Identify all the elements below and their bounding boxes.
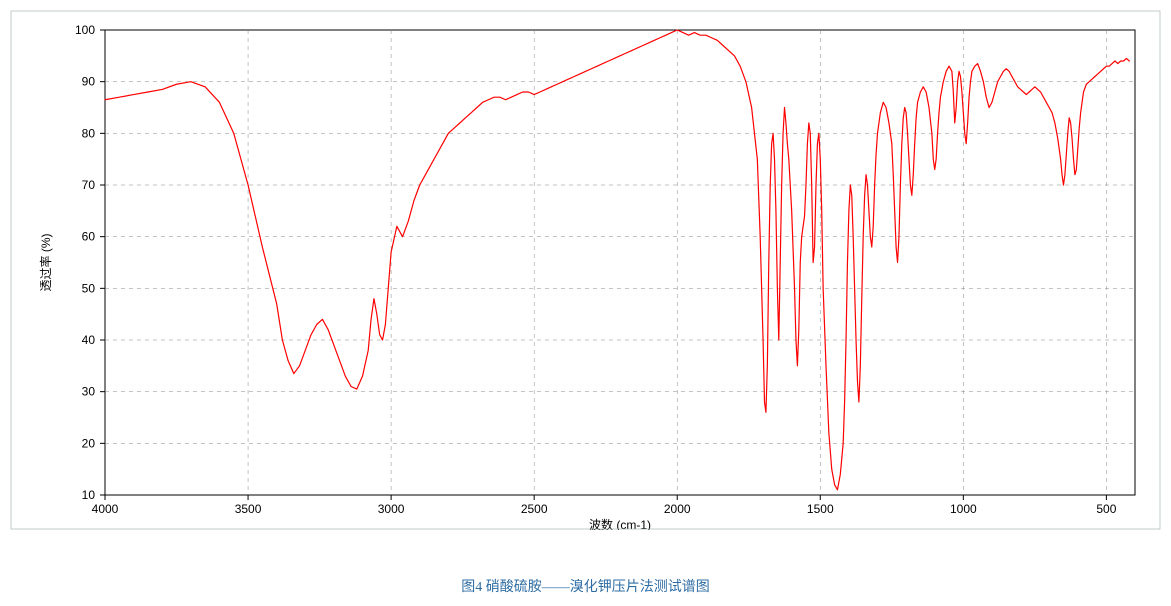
svg-text:30: 30 bbox=[82, 385, 96, 399]
figure-caption: 图4 硝酸硫胺——溴化钾压片法测试谱图 bbox=[10, 576, 1161, 596]
svg-text:60: 60 bbox=[82, 230, 96, 244]
svg-text:波数 (cm-1): 波数 (cm-1) bbox=[589, 517, 651, 530]
svg-text:10: 10 bbox=[82, 488, 96, 502]
svg-text:20: 20 bbox=[82, 436, 96, 450]
ir-spectrum-chart: 10 20 30 40 50 60 70 80 90 100 4000 3500 3000 2500 200… bbox=[10, 10, 1161, 568]
svg-text:2000: 2000 bbox=[664, 502, 691, 516]
svg-text:80: 80 bbox=[82, 126, 96, 140]
svg-text:500: 500 bbox=[1096, 502, 1116, 516]
svg-text:50: 50 bbox=[82, 281, 96, 295]
svg-text:90: 90 bbox=[82, 75, 96, 89]
svg-text:3000: 3000 bbox=[378, 502, 405, 516]
svg-text:2500: 2500 bbox=[521, 502, 548, 516]
svg-text:透过率 (%): 透过率 (%) bbox=[38, 233, 53, 291]
svg-text:3500: 3500 bbox=[235, 502, 262, 516]
svg-text:4000: 4000 bbox=[92, 502, 119, 516]
svg-text:100: 100 bbox=[75, 23, 95, 37]
svg-text:1500: 1500 bbox=[807, 502, 834, 516]
chart-canvas: 10 20 30 40 50 60 70 80 90 100 4000 3500 3000 2500 200… bbox=[10, 10, 1161, 530]
svg-text:70: 70 bbox=[82, 178, 96, 192]
svg-text:1000: 1000 bbox=[950, 502, 977, 516]
svg-text:40: 40 bbox=[82, 333, 96, 347]
